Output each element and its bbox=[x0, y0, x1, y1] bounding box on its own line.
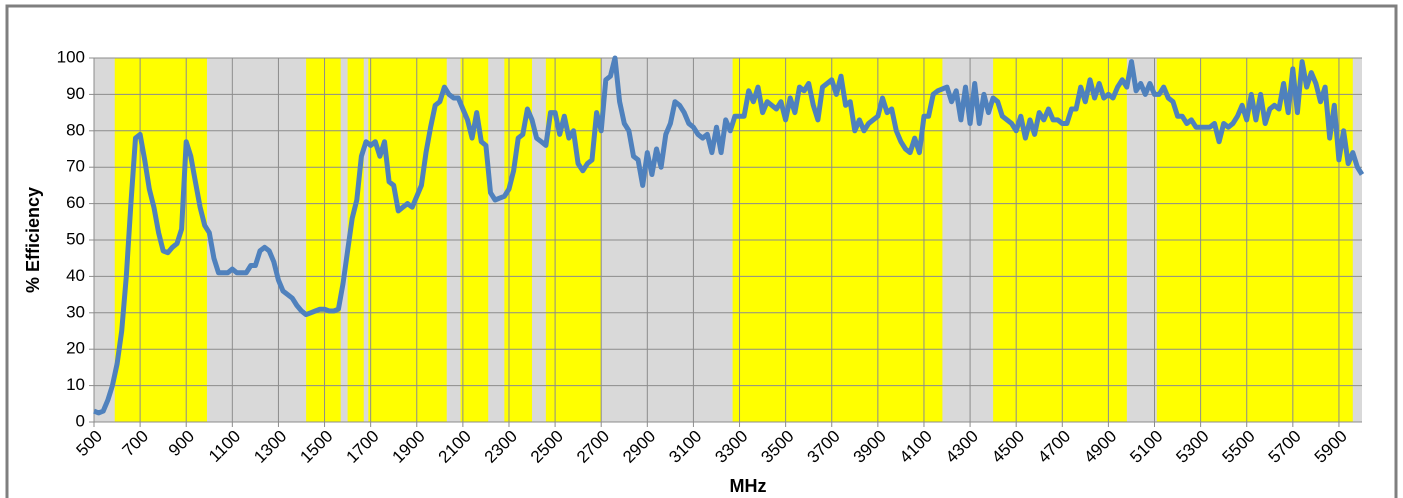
y-tick-label: 70 bbox=[66, 157, 85, 176]
y-tick-label: 50 bbox=[66, 229, 85, 248]
y-tick-label: 80 bbox=[66, 120, 85, 139]
series-line bbox=[93, 55, 1365, 416]
y-tick-label: 60 bbox=[66, 193, 85, 212]
y-tick-label: 100 bbox=[57, 47, 85, 66]
y-axis-title: % Efficiency bbox=[23, 187, 43, 293]
y-tick-label: 20 bbox=[66, 339, 85, 358]
y-tick-label: 90 bbox=[66, 84, 85, 103]
y-tick-label: 10 bbox=[66, 375, 85, 394]
y-tick-label: 0 bbox=[76, 411, 85, 430]
x-axis-title: MHz bbox=[730, 476, 767, 496]
y-tick-label: 30 bbox=[66, 302, 85, 321]
y-tick-label: 40 bbox=[66, 266, 85, 285]
